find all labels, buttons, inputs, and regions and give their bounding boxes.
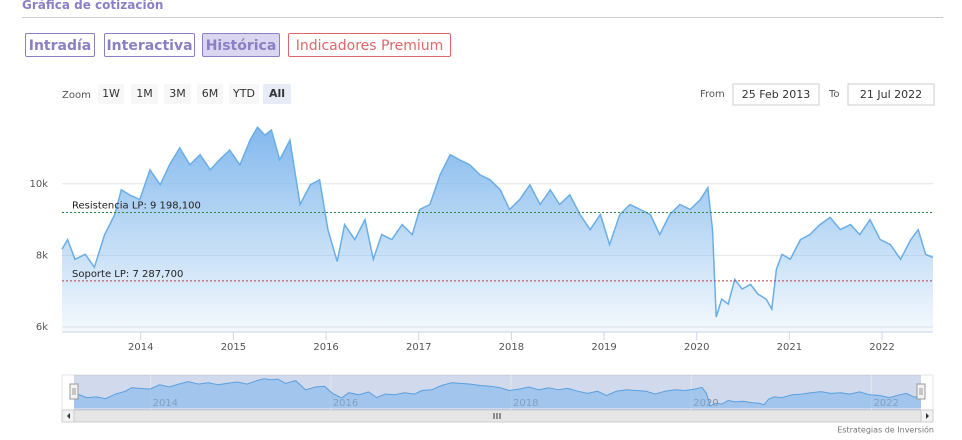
credit: Estrategias de Inversión	[837, 425, 934, 435]
navigator-line	[73, 378, 922, 407]
tab[interactable]: Intradía	[25, 33, 95, 57]
zoom-button-label: 1M	[136, 87, 153, 100]
annotation-label: Resistencia LP: 9 198,100	[72, 200, 201, 211]
title-rule	[22, 17, 943, 18]
from-label: From	[700, 89, 725, 100]
x-tick-label: 2017	[406, 342, 431, 353]
price-area	[62, 127, 933, 332]
annotation-label: Soporte LP: 7 287,700	[72, 269, 183, 280]
page-title: Gráfica de cotización	[22, 0, 164, 12]
to-value: 21 Jul 2022	[860, 88, 922, 101]
x-tick-label: 2020	[684, 342, 709, 353]
x-tick-label: 2014	[128, 342, 153, 353]
tab[interactable]: Histórica	[202, 33, 280, 57]
navigator-area	[74, 378, 921, 408]
zoom-button-label: YTD	[232, 87, 255, 100]
x-tick-label: 2018	[499, 342, 524, 353]
x-tick-label: 2016	[313, 342, 338, 353]
handle-grip	[72, 388, 76, 395]
zoom-label: Zoom	[62, 90, 91, 101]
x-tick-label: 2021	[777, 342, 802, 353]
tab[interactable]: Indicadores Premium	[288, 33, 451, 57]
zoom-button-label: 3M	[169, 87, 186, 100]
handle-grip	[919, 388, 923, 395]
from-input[interactable]	[732, 83, 820, 106]
y-tick-label: 8k	[36, 250, 48, 261]
y-tick-label: 10k	[29, 179, 48, 190]
y-tick-label: 6k	[36, 322, 48, 333]
navigator-handle[interactable]	[916, 383, 926, 400]
scroll-right-arrow[interactable]	[926, 413, 929, 419]
zoom-button[interactable]	[98, 84, 124, 104]
x-tick-label: 2015	[221, 342, 246, 353]
scroll-left-arrow[interactable]	[67, 413, 70, 419]
zoom-button-label: 6M	[202, 87, 219, 100]
from-value: 25 Feb 2013	[742, 88, 810, 101]
to-input[interactable]	[847, 83, 935, 106]
zoom-button-label: All	[269, 87, 285, 100]
x-tick-label: 2019	[591, 342, 616, 353]
zoom-button[interactable]	[131, 84, 158, 104]
to-label: To	[828, 89, 840, 100]
tab[interactable]: Interactiva	[104, 33, 195, 57]
zoom-button[interactable]	[164, 84, 191, 104]
scrollbar-grip	[493, 413, 501, 419]
zoom-button[interactable]	[263, 84, 291, 104]
x-tick-label: 2022	[869, 342, 894, 353]
zoom-button[interactable]	[197, 84, 223, 104]
zoom-button-label: 1W	[102, 87, 120, 100]
zoom-button[interactable]	[229, 84, 259, 104]
navigator-handle[interactable]	[69, 383, 79, 400]
price-line	[61, 125, 934, 318]
